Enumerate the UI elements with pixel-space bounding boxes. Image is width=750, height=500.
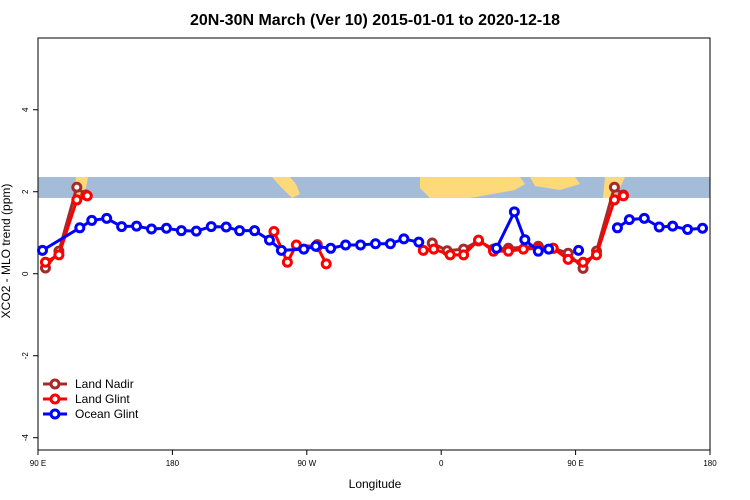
point: [355, 239, 367, 251]
point: [682, 223, 694, 235]
chart-title: 20N-30N March (Ver 10) 2015-01-01 to 202…: [190, 12, 560, 29]
point: [175, 225, 187, 237]
point: [473, 234, 485, 246]
point: [268, 225, 280, 237]
y-tick-label: 2: [21, 189, 30, 194]
map-strip: [38, 177, 710, 198]
point: [71, 181, 83, 193]
point: [490, 242, 502, 254]
point: [81, 190, 93, 202]
point: [249, 225, 261, 237]
point: [320, 258, 332, 270]
y-tick-label: 0: [21, 271, 30, 276]
point: [398, 233, 410, 245]
point: [145, 223, 157, 235]
point: [697, 222, 709, 234]
x-tick-label: 90 W: [297, 459, 316, 468]
point: [577, 256, 589, 268]
legend-marker: [49, 378, 61, 390]
legend-label: Ocean Glint: [75, 407, 139, 421]
point: [417, 244, 429, 256]
point: [116, 221, 128, 233]
point: [638, 212, 650, 224]
point: [428, 243, 440, 255]
point: [53, 249, 65, 261]
point: [325, 242, 337, 254]
point: [220, 221, 232, 233]
point: [275, 244, 287, 256]
y-tick-label: -4: [21, 434, 30, 442]
y-tick-label: 4: [21, 107, 30, 112]
point: [413, 236, 425, 248]
point: [573, 244, 585, 256]
point: [263, 234, 275, 246]
point: [608, 194, 620, 206]
point: [101, 212, 113, 224]
point: [234, 225, 246, 237]
point: [519, 234, 531, 246]
x-axis-label: Longitude: [349, 477, 402, 491]
point: [310, 240, 322, 252]
y-tick-label: -2: [21, 352, 30, 360]
point: [369, 238, 381, 250]
legend-marker: [49, 408, 61, 420]
point: [39, 256, 51, 268]
point: [340, 239, 352, 251]
x-tick-label: 90 E: [567, 459, 583, 468]
x-tick-label: 180: [703, 459, 717, 468]
point: [86, 214, 98, 226]
point: [591, 249, 603, 261]
legend-marker: [49, 393, 61, 405]
point: [502, 245, 514, 257]
point: [667, 220, 679, 232]
point: [74, 222, 86, 234]
point: [444, 249, 456, 261]
point: [517, 243, 529, 255]
point: [617, 190, 629, 202]
point: [205, 221, 217, 233]
point: [71, 194, 83, 206]
point: [508, 206, 520, 218]
point: [532, 245, 544, 257]
x-tick-label: 180: [166, 459, 180, 468]
point: [608, 181, 620, 193]
point: [190, 225, 202, 237]
point: [562, 253, 574, 265]
point: [384, 238, 396, 250]
point: [281, 256, 293, 268]
legend-label: Land Glint: [75, 392, 130, 406]
x-tick-label: 0: [439, 459, 444, 468]
x-tick-label: 90 E: [30, 459, 46, 468]
point: [653, 221, 665, 233]
y-axis-label: XCO2 - MLO trend (ppm): [0, 184, 13, 319]
point: [298, 243, 310, 255]
plot-frame: [37, 37, 711, 451]
point: [611, 222, 623, 234]
point: [623, 214, 635, 226]
point: [543, 243, 555, 255]
point: [160, 222, 172, 234]
point: [36, 244, 48, 256]
point: [458, 249, 470, 261]
point: [131, 220, 143, 232]
legend-label: Land Nadir: [75, 377, 134, 391]
